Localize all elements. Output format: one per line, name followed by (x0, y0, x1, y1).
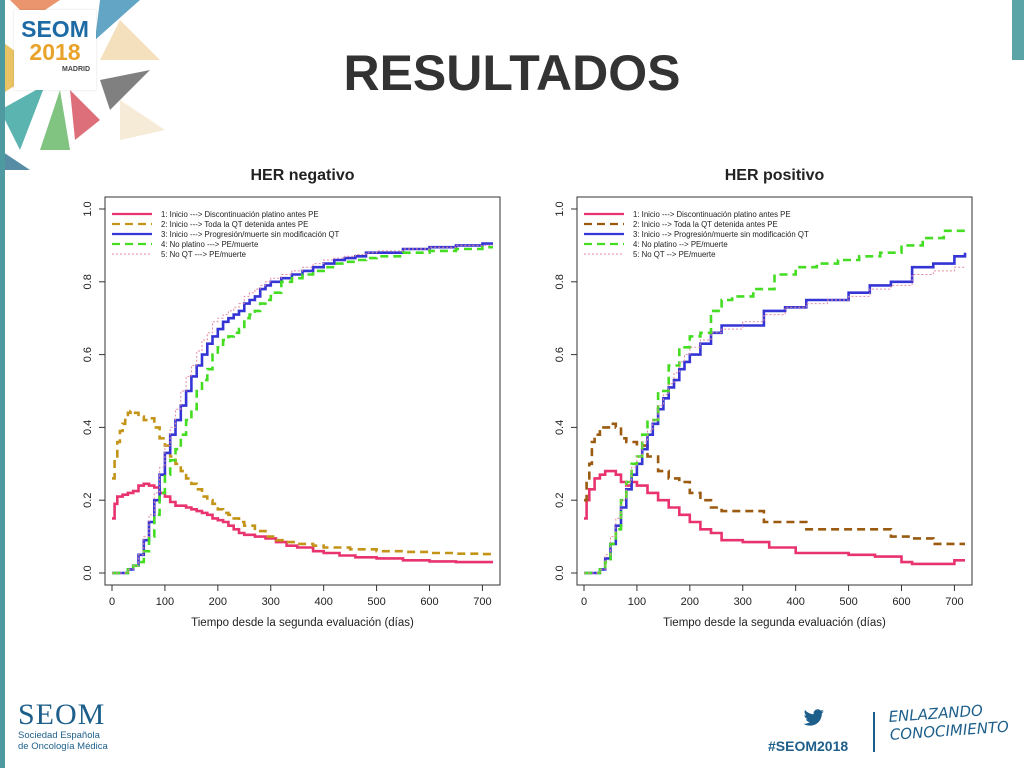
x-tick-label: 600 (420, 596, 438, 608)
chart-her-negativo: HER negativo 0 100 200 300 400 500 600 700 0.0 0.2… (82, 167, 501, 629)
y-tick-label: 1.0 (82, 201, 94, 216)
burst-ray (0, 150, 30, 170)
legend-label: 2: Inicio --> Toda la QT detenida antes … (633, 220, 778, 229)
series-line (112, 482, 493, 564)
series-line (112, 244, 493, 574)
x-tick-label: 0 (109, 596, 115, 608)
series-line (584, 469, 965, 566)
x-tick-label: 700 (473, 596, 491, 608)
footer-logo-text: SEOM (18, 698, 106, 731)
x-axis-label: Tiempo desde la segunda evaluación (días… (663, 617, 886, 629)
x-tick-label: 200 (209, 596, 227, 608)
series-line (584, 422, 965, 546)
x-tick-label: 600 (892, 596, 910, 608)
legend-label: 5: No QT --> PE/muerte (633, 250, 715, 259)
burst-ray (95, 0, 140, 40)
y-tick-label: 0.4 (554, 420, 566, 435)
x-tick-label: 500 (367, 596, 385, 608)
legend-label: 3: Inicio --> Progresión/muerte sin modi… (633, 230, 809, 239)
event-tagline: ENLAZANDO CONOCIMIENTO (888, 700, 1009, 743)
y-tick-label: 0.0 (82, 565, 94, 580)
x-tick-label: 200 (681, 596, 699, 608)
twitter-bird-icon (803, 709, 824, 726)
event-hashtag: #SEOM2018 (768, 738, 849, 754)
event-logo-line2: 2018 (29, 39, 81, 65)
event-logo-city: MADRID (62, 66, 90, 73)
charts-area: HER negativo 0 100 200 300 400 500 600 700 0.0 0.2… (82, 167, 973, 629)
legend-label: 4: No platino ---> PE/muerte (161, 240, 258, 249)
page-title: RESULTADOS (343, 45, 681, 101)
x-tick-label: 0 (581, 596, 587, 608)
burst-ray (100, 20, 160, 60)
seom-footer-logo: SEOM Sociedad Española de Oncología Médi… (18, 698, 108, 753)
footer-org-name-line1: Sociedad Española (18, 730, 100, 741)
x-tick-label: 400 (314, 596, 332, 608)
y-tick-label: 1.0 (554, 201, 566, 216)
x-tick-label: 500 (839, 596, 857, 608)
legend-label: 5: No QT ---> PE/muerte (161, 250, 246, 259)
footer-divider (873, 712, 875, 752)
y-tick-label: 0.2 (554, 493, 566, 508)
right-accent-bar (1012, 0, 1024, 60)
legend-label: 2: Inicio ---> Toda la QT detenida antes… (161, 220, 308, 229)
y-tick-label: 0.2 (82, 493, 94, 508)
legend-label: 1: Inicio ---> Discontinuación platino a… (633, 210, 791, 219)
chart-title: HER negativo (250, 167, 354, 184)
chart-her-positivo: HER positivo 0 100 200 300 400 500 600 700 0.0 0.2… (554, 167, 973, 629)
x-tick-label: 300 (262, 596, 280, 608)
x-tick-label: 300 (734, 596, 752, 608)
x-tick-label: 100 (156, 596, 174, 608)
x-axis-label: Tiempo desde la segunda evaluación (días… (191, 617, 414, 629)
burst-ray (0, 85, 45, 150)
y-tick-label: 0.6 (82, 347, 94, 362)
plot-frame (104, 196, 501, 586)
legend-label: 4: No platino --> PE/muerte (633, 240, 728, 249)
footer-org-name-line2: de Oncología Médica (18, 741, 108, 752)
seom2018-burst-decoration (0, 0, 165, 170)
chart-title: HER positivo (725, 167, 825, 184)
y-tick-label: 0.8 (82, 274, 94, 289)
burst-ray (40, 90, 70, 150)
event-logo-line1: SEOM (21, 16, 89, 42)
x-tick-label: 400 (786, 596, 804, 608)
burst-ray (70, 90, 100, 140)
x-tick-label: 100 (628, 596, 646, 608)
series-line (112, 242, 493, 575)
legend-label: 1: Inicio ---> Discontinuación platino a… (161, 210, 319, 219)
legend-label: 3: Inicio ---> Progresión/muerte sin mod… (161, 230, 340, 239)
series-line (112, 409, 493, 556)
plot-frame (576, 196, 973, 586)
left-accent-bar (0, 0, 5, 768)
y-tick-label: 0.0 (554, 565, 566, 580)
x-tick-label: 700 (945, 596, 963, 608)
y-tick-label: 0.4 (82, 420, 94, 435)
burst-ray (120, 100, 165, 140)
y-tick-label: 0.8 (554, 274, 566, 289)
series-line (112, 245, 493, 575)
series-line (584, 252, 967, 575)
burst-ray (100, 70, 150, 110)
y-tick-label: 0.6 (554, 347, 566, 362)
series-line (584, 229, 965, 575)
event-logo: SEOM 2018 MADRID (14, 10, 96, 90)
series-line (584, 266, 965, 574)
